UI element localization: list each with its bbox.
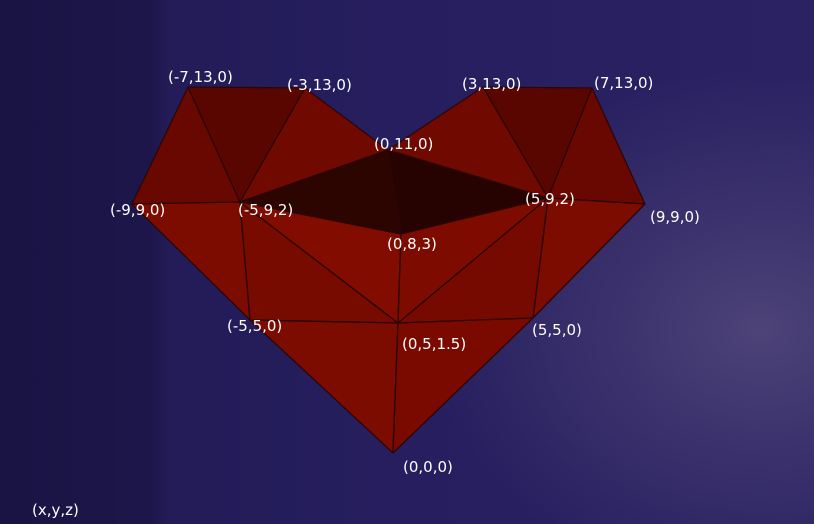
face-bottom-left <box>249 319 399 454</box>
vertex-label-9-9-0: (9,9,0) <box>650 208 700 226</box>
vertex-label-0-5-1-5: (0,5,1.5) <box>402 335 466 353</box>
vertex-label-m5-5-0: (-5,5,0) <box>227 317 282 335</box>
face-bottom-right <box>392 317 534 454</box>
vertex-label-m7-13-0: (-7,13,0) <box>168 68 233 86</box>
vertex-label-0-11-0: (0,11,0) <box>374 135 433 153</box>
face-left-side <box>131 201 251 321</box>
vertex-labels: (-7,13,0) (-3,13,0) (3,13,0) (7,13,0) (0… <box>32 68 700 519</box>
vertex-label-m9-9-0: (-9,9,0) <box>110 201 165 219</box>
vertex-label-3-13-0: (3,13,0) <box>462 75 521 93</box>
mesh-faces <box>131 86 646 454</box>
vertex-label-m5-9-2: (-5,9,2) <box>238 201 293 219</box>
vertex-label-7-13-0: (7,13,0) <box>594 74 653 92</box>
vertex-label-0-8-3: (0,8,3) <box>387 235 437 253</box>
vertex-label-m3-13-0: (-3,13,0) <box>287 76 352 94</box>
vertex-label-5-9-2: (5,9,2) <box>525 190 575 208</box>
vertex-label-0-0-0: (0,0,0) <box>403 458 453 476</box>
vertex-label-5-5-0: (5,5,0) <box>532 321 582 339</box>
face-right-side <box>532 197 646 319</box>
axis-legend: (x,y,z) <box>32 501 79 519</box>
